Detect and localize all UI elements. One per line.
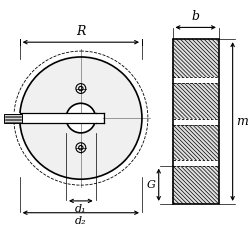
Text: R: R xyxy=(76,25,86,38)
Text: d₂: d₂ xyxy=(75,216,87,226)
Text: b: b xyxy=(192,10,200,24)
Bar xyxy=(172,124,219,160)
Bar xyxy=(172,39,219,78)
Bar xyxy=(172,118,219,124)
Text: G: G xyxy=(147,180,156,190)
Bar xyxy=(172,78,219,83)
Bar xyxy=(172,166,219,204)
Circle shape xyxy=(66,103,96,133)
Bar xyxy=(172,83,219,118)
Text: d₁: d₁ xyxy=(75,204,87,214)
Bar xyxy=(10,113,102,123)
Bar xyxy=(172,39,219,204)
Bar xyxy=(172,160,219,166)
Text: m: m xyxy=(236,115,248,128)
Bar xyxy=(4,114,22,122)
Circle shape xyxy=(20,57,142,179)
